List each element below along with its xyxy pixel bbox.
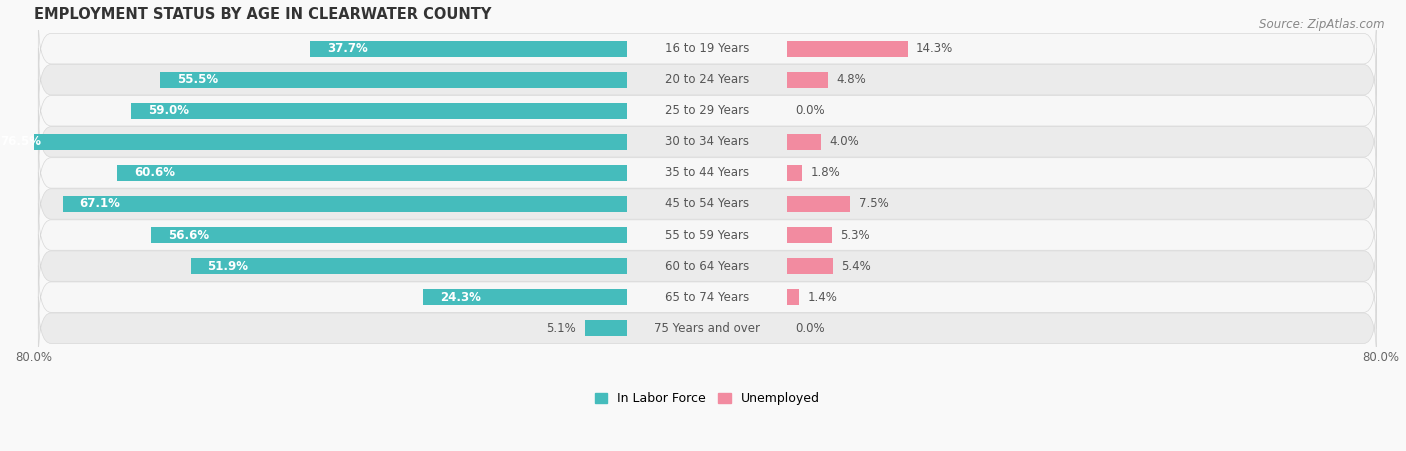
Bar (585, 320, 627, 336)
FancyBboxPatch shape (38, 48, 1376, 111)
Text: 60 to 64 Years: 60 to 64 Years (665, 260, 749, 272)
Text: EMPLOYMENT STATUS BY AGE IN CLEARWATER COUNTY: EMPLOYMENT STATUS BY AGE IN CLEARWATER C… (34, 7, 492, 22)
Bar (787, 289, 799, 305)
Bar (191, 258, 627, 274)
Text: 4.8%: 4.8% (837, 73, 866, 86)
Text: 7.5%: 7.5% (859, 198, 889, 211)
Text: 51.9%: 51.9% (208, 260, 249, 272)
Text: 24.3%: 24.3% (440, 290, 481, 304)
Text: 75 Years and over: 75 Years and over (654, 322, 761, 335)
Bar (423, 289, 627, 305)
Text: 0.0%: 0.0% (796, 322, 825, 335)
FancyBboxPatch shape (38, 17, 1376, 80)
Text: 14.3%: 14.3% (917, 42, 953, 55)
Text: 4.0%: 4.0% (830, 135, 859, 148)
Bar (787, 41, 908, 57)
Text: 45 to 54 Years: 45 to 54 Years (665, 198, 749, 211)
Text: 30 to 34 Years: 30 to 34 Years (665, 135, 749, 148)
Bar (787, 165, 803, 181)
FancyBboxPatch shape (38, 79, 1376, 142)
Bar (787, 196, 851, 212)
FancyBboxPatch shape (38, 142, 1376, 204)
Text: 65 to 74 Years: 65 to 74 Years (665, 290, 749, 304)
Bar (311, 41, 627, 57)
FancyBboxPatch shape (38, 235, 1376, 298)
Text: 56.6%: 56.6% (167, 229, 209, 242)
Bar (787, 134, 821, 150)
Text: 5.3%: 5.3% (841, 229, 870, 242)
FancyBboxPatch shape (38, 173, 1376, 235)
Text: 1.4%: 1.4% (807, 290, 838, 304)
Bar (118, 165, 627, 181)
Text: 16 to 19 Years: 16 to 19 Years (665, 42, 749, 55)
Text: Source: ZipAtlas.com: Source: ZipAtlas.com (1260, 18, 1385, 31)
Bar (152, 227, 627, 243)
Text: 37.7%: 37.7% (328, 42, 368, 55)
Bar (0, 134, 627, 150)
Text: 1.8%: 1.8% (811, 166, 841, 179)
Text: 60.6%: 60.6% (135, 166, 176, 179)
Text: 5.1%: 5.1% (547, 322, 576, 335)
FancyBboxPatch shape (38, 297, 1376, 359)
Bar (787, 72, 828, 88)
Text: 25 to 29 Years: 25 to 29 Years (665, 104, 749, 117)
FancyBboxPatch shape (38, 266, 1376, 328)
Bar (787, 227, 832, 243)
Bar (160, 72, 627, 88)
Bar (63, 196, 627, 212)
Text: 55.5%: 55.5% (177, 73, 218, 86)
Text: 59.0%: 59.0% (148, 104, 188, 117)
FancyBboxPatch shape (38, 110, 1376, 173)
Text: 0.0%: 0.0% (796, 104, 825, 117)
Text: 67.1%: 67.1% (80, 198, 121, 211)
Text: 35 to 44 Years: 35 to 44 Years (665, 166, 749, 179)
FancyBboxPatch shape (38, 204, 1376, 267)
Text: 5.4%: 5.4% (841, 260, 870, 272)
Text: 20 to 24 Years: 20 to 24 Years (665, 73, 749, 86)
Bar (131, 103, 627, 119)
Legend: In Labor Force, Unemployed: In Labor Force, Unemployed (589, 387, 825, 410)
Bar (787, 258, 832, 274)
Text: 76.5%: 76.5% (0, 135, 42, 148)
Text: 55 to 59 Years: 55 to 59 Years (665, 229, 749, 242)
